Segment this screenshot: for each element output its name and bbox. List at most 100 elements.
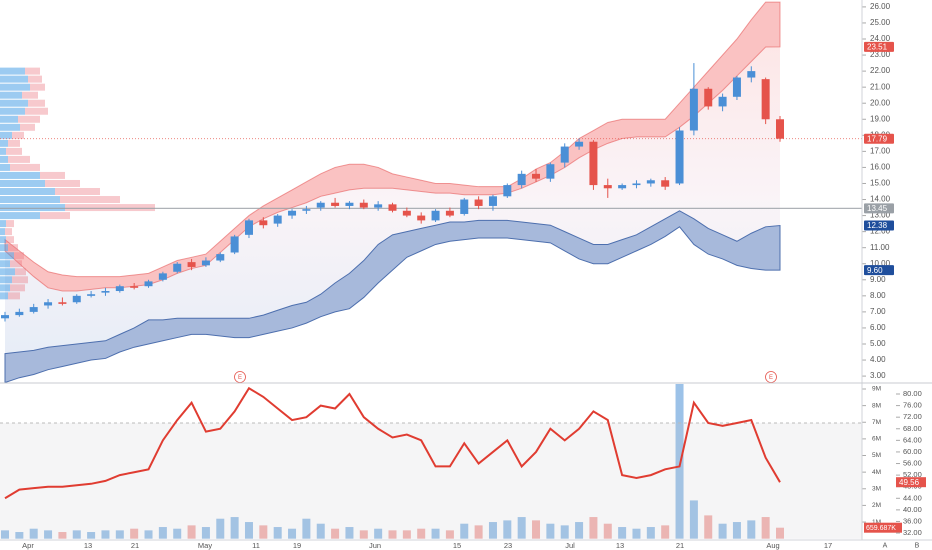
profile-down [40,212,70,220]
y-tick-label: 7.00 [870,307,886,316]
candle-body [158,273,167,280]
profile-up [0,268,15,276]
profile-down [6,147,22,155]
profile-up [0,131,12,139]
volume-bar [29,528,38,539]
profile-down [15,268,26,276]
candle-body [718,96,727,107]
profile-down [8,155,30,163]
candle-body [29,307,38,312]
price-badge [864,41,894,52]
candle-body [187,262,196,267]
profile-up [0,91,22,99]
profile-up [0,171,40,179]
volume-bar [230,517,239,539]
volume-tick-label: 9M [872,386,881,393]
profile-down [6,220,14,228]
profile-down [14,252,24,260]
profile-up [0,107,25,115]
volume-bar [187,525,196,539]
candle-body [618,185,627,189]
profile-down [18,115,40,123]
band-middle [5,46,780,354]
price-badge [864,133,894,144]
rsi-badge-label: 49.56 [899,478,920,487]
scale-button[interactable] [879,541,891,550]
y-tick-label: 25.00 [870,18,891,27]
rsi-tick-label: 44.00 [903,493,922,502]
candle-body [460,199,469,214]
x-tick-label: 13 [616,541,624,550]
profile-up [0,75,28,83]
volume-bar [618,527,627,539]
profile-down [12,276,28,284]
candle-body [732,77,741,97]
price-badge-label: 9.60 [867,266,883,275]
rsi-band [0,422,862,539]
volume-bar [115,530,124,539]
profile-up [0,260,10,268]
volume-bar [445,530,454,539]
volume-bar [761,517,770,539]
x-tick-label: Aug [766,541,779,550]
volume-tick-label: 8M [872,402,881,409]
x-tick-label: 21 [676,541,684,550]
y-tick-label: 20.00 [870,98,891,107]
volume-bar [302,518,311,539]
candle-body [445,210,454,216]
candle-body [244,220,253,235]
rsi-tick-label: 68.00 [903,424,922,433]
volume-tick-label: 4M [872,469,881,476]
volume-tick-label: 3M [872,485,881,492]
profile-up [0,204,65,212]
profile-down [40,171,65,179]
y-tick-label: 11.00 [870,243,890,252]
profile-down [10,163,40,171]
scale-button-label: B [915,542,920,549]
x-tick-label: 21 [131,541,139,550]
x-tick-label: 11 [252,541,260,550]
volume-bar [173,528,182,539]
candle-body [58,302,67,304]
candle-body [201,260,210,266]
rsi-tick-label: 32.00 [903,528,922,537]
profile-up [0,123,20,131]
volume-bar [87,532,96,539]
candle-body [646,180,655,184]
candle-body [575,141,584,147]
candle-body [273,215,282,224]
profile-up [0,228,5,236]
scale-button[interactable] [911,541,923,550]
volume-bar [201,527,210,539]
volume-bar [589,517,598,539]
y-tick-label: 13.00 [870,211,891,220]
price-badge-label: 17.79 [867,134,888,143]
volume-bar [15,532,24,539]
profile-down [55,188,100,195]
candle-body [417,215,426,221]
profile-down [20,123,35,131]
rsi-tick-label: 72.00 [903,412,922,421]
earnings-label: E [238,375,242,381]
candle-body [431,210,440,221]
volume-bar [345,527,354,539]
volume-bar [503,520,512,539]
profile-down [12,131,24,139]
candle-body [661,180,670,187]
candle-body [474,199,483,206]
candle-body [560,146,569,163]
y-tick-label: 10.00 [870,259,891,268]
candle-body [761,79,770,120]
volume-bar [316,523,325,539]
volume-bar [732,522,741,539]
candle-body [15,311,24,316]
profile-down [28,99,45,107]
candle-body [747,71,756,78]
price-badge [864,203,894,214]
rsi-tick-label: 60.00 [903,447,922,456]
volume-bar [517,517,526,539]
profile-up [0,284,10,292]
y-tick-label: 14.00 [870,195,891,204]
volume-bar [532,520,541,539]
candle-body [302,209,311,211]
